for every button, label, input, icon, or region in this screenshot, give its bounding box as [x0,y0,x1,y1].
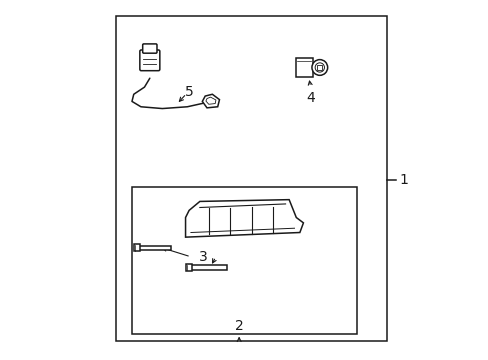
Text: 2: 2 [234,319,243,333]
Bar [185,264,192,271]
FancyBboxPatch shape [142,44,157,53]
Text: 1: 1 [398,173,407,187]
Bar [190,265,226,270]
Text: 4: 4 [305,91,314,105]
Bar [116,16,386,341]
Circle shape [311,60,327,75]
Bar [295,58,312,77]
Circle shape [314,63,324,72]
Bar [139,246,171,250]
Polygon shape [202,94,219,108]
Bar [132,187,356,334]
Bar [134,244,140,251]
Bar [317,65,322,70]
Polygon shape [205,97,216,104]
Text: 3: 3 [199,250,207,264]
Polygon shape [185,200,303,237]
FancyBboxPatch shape [140,50,160,71]
Text: 5: 5 [184,85,193,99]
